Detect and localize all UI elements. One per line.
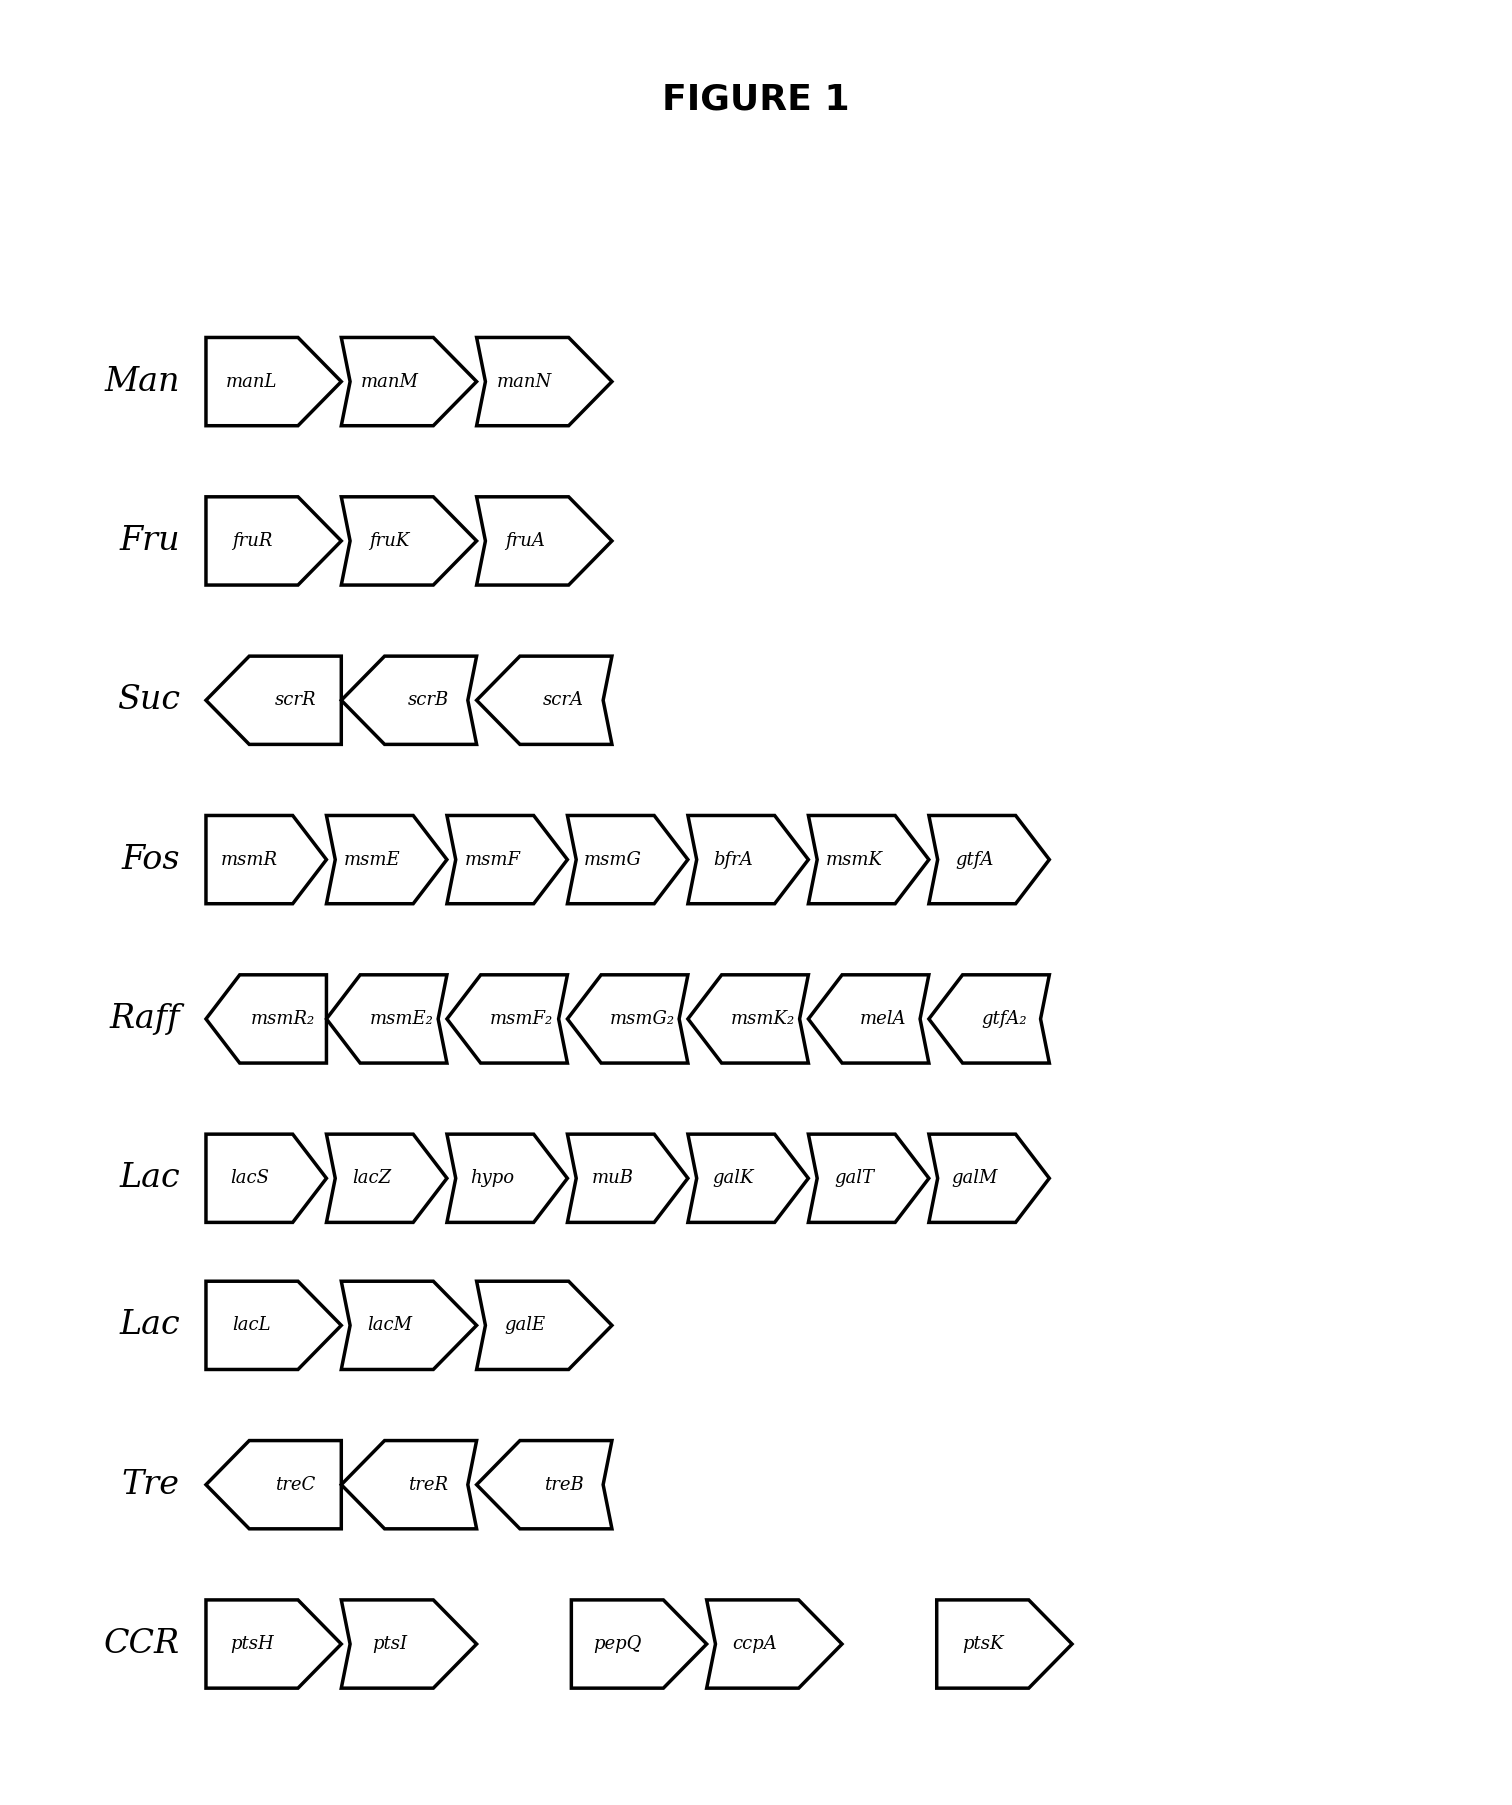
Polygon shape [206, 975, 327, 1063]
Text: galT: galT [835, 1170, 874, 1188]
Polygon shape [567, 1134, 688, 1222]
Text: manL: manL [227, 372, 278, 390]
Text: FIGURE 1: FIGURE 1 [662, 83, 850, 117]
Polygon shape [448, 975, 567, 1063]
Polygon shape [342, 1440, 476, 1529]
Polygon shape [327, 816, 448, 904]
Text: msmK: msmK [826, 850, 883, 868]
Polygon shape [567, 975, 688, 1063]
Text: Lac: Lac [119, 1309, 180, 1341]
Polygon shape [342, 1282, 476, 1370]
Text: ptsH: ptsH [230, 1635, 274, 1653]
Polygon shape [937, 1599, 1072, 1688]
Text: Suc: Suc [116, 684, 180, 717]
Text: msmG: msmG [584, 850, 643, 868]
Text: Fru: Fru [119, 525, 180, 558]
Text: Raff: Raff [109, 1004, 180, 1034]
Text: muB: muB [593, 1170, 634, 1188]
Text: fruA: fruA [505, 532, 544, 551]
Polygon shape [706, 1599, 842, 1688]
Text: msmE₂: msmE₂ [369, 1011, 434, 1027]
Polygon shape [688, 816, 809, 904]
Polygon shape [476, 1282, 612, 1370]
Polygon shape [206, 1599, 342, 1688]
Polygon shape [476, 338, 612, 426]
Polygon shape [928, 975, 1049, 1063]
Polygon shape [206, 1134, 327, 1222]
Text: bfrA: bfrA [714, 850, 753, 868]
Text: lacM: lacM [367, 1316, 411, 1334]
Text: treC: treC [275, 1476, 316, 1495]
Text: Fos: Fos [121, 843, 180, 875]
Text: galE: galE [505, 1316, 546, 1334]
Polygon shape [206, 816, 327, 904]
Polygon shape [206, 496, 342, 585]
Polygon shape [809, 975, 928, 1063]
Text: galM: galM [951, 1170, 998, 1188]
Polygon shape [342, 338, 476, 426]
Polygon shape [567, 816, 688, 904]
Text: msmF: msmF [464, 850, 520, 868]
Polygon shape [572, 1599, 706, 1688]
Text: scrB: scrB [408, 691, 449, 709]
Text: lacS: lacS [230, 1170, 269, 1188]
Text: fruR: fruR [231, 532, 272, 551]
Polygon shape [206, 1282, 342, 1370]
Polygon shape [342, 657, 476, 744]
Polygon shape [342, 1599, 476, 1688]
Text: CCR: CCR [104, 1628, 180, 1661]
Polygon shape [476, 657, 612, 744]
Text: treB: treB [544, 1476, 584, 1495]
Text: lacZ: lacZ [352, 1170, 392, 1188]
Text: treR: treR [408, 1476, 449, 1495]
Polygon shape [809, 1134, 928, 1222]
Text: manN: manN [497, 372, 552, 390]
Text: gtfA: gtfA [956, 850, 993, 868]
Polygon shape [206, 338, 342, 426]
Polygon shape [928, 1134, 1049, 1222]
Text: ptsK: ptsK [962, 1635, 1004, 1653]
Text: Man: Man [104, 366, 180, 397]
Text: msmR: msmR [221, 850, 278, 868]
Polygon shape [342, 496, 476, 585]
Text: msmK₂: msmK₂ [730, 1011, 795, 1027]
Polygon shape [476, 496, 612, 585]
Polygon shape [327, 975, 448, 1063]
Polygon shape [688, 975, 809, 1063]
Polygon shape [206, 1440, 342, 1529]
Polygon shape [476, 1440, 612, 1529]
Text: ccpA: ccpA [732, 1635, 777, 1653]
Text: msmR₂: msmR₂ [251, 1011, 314, 1027]
Text: msmF₂: msmF₂ [490, 1011, 553, 1027]
Text: Lac: Lac [119, 1162, 180, 1195]
Text: galK: galK [712, 1170, 754, 1188]
Polygon shape [688, 1134, 809, 1222]
Polygon shape [206, 657, 342, 744]
Text: Tre: Tre [122, 1469, 180, 1500]
Polygon shape [448, 816, 567, 904]
Text: lacL: lacL [233, 1316, 271, 1334]
Polygon shape [327, 1134, 448, 1222]
Text: scrR: scrR [275, 691, 316, 709]
Text: fruK: fruK [369, 532, 410, 551]
Text: msmE: msmE [343, 850, 401, 868]
Polygon shape [809, 816, 928, 904]
Text: ptsI: ptsI [372, 1635, 407, 1653]
Text: gtfA₂: gtfA₂ [981, 1011, 1027, 1027]
Polygon shape [928, 816, 1049, 904]
Polygon shape [448, 1134, 567, 1222]
Text: melA: melA [860, 1011, 907, 1027]
Text: pepQ: pepQ [593, 1635, 641, 1653]
Text: msmG₂: msmG₂ [609, 1011, 674, 1027]
Text: hypo: hypo [470, 1170, 514, 1188]
Text: manM: manM [360, 372, 419, 390]
Text: scrA: scrA [543, 691, 584, 709]
